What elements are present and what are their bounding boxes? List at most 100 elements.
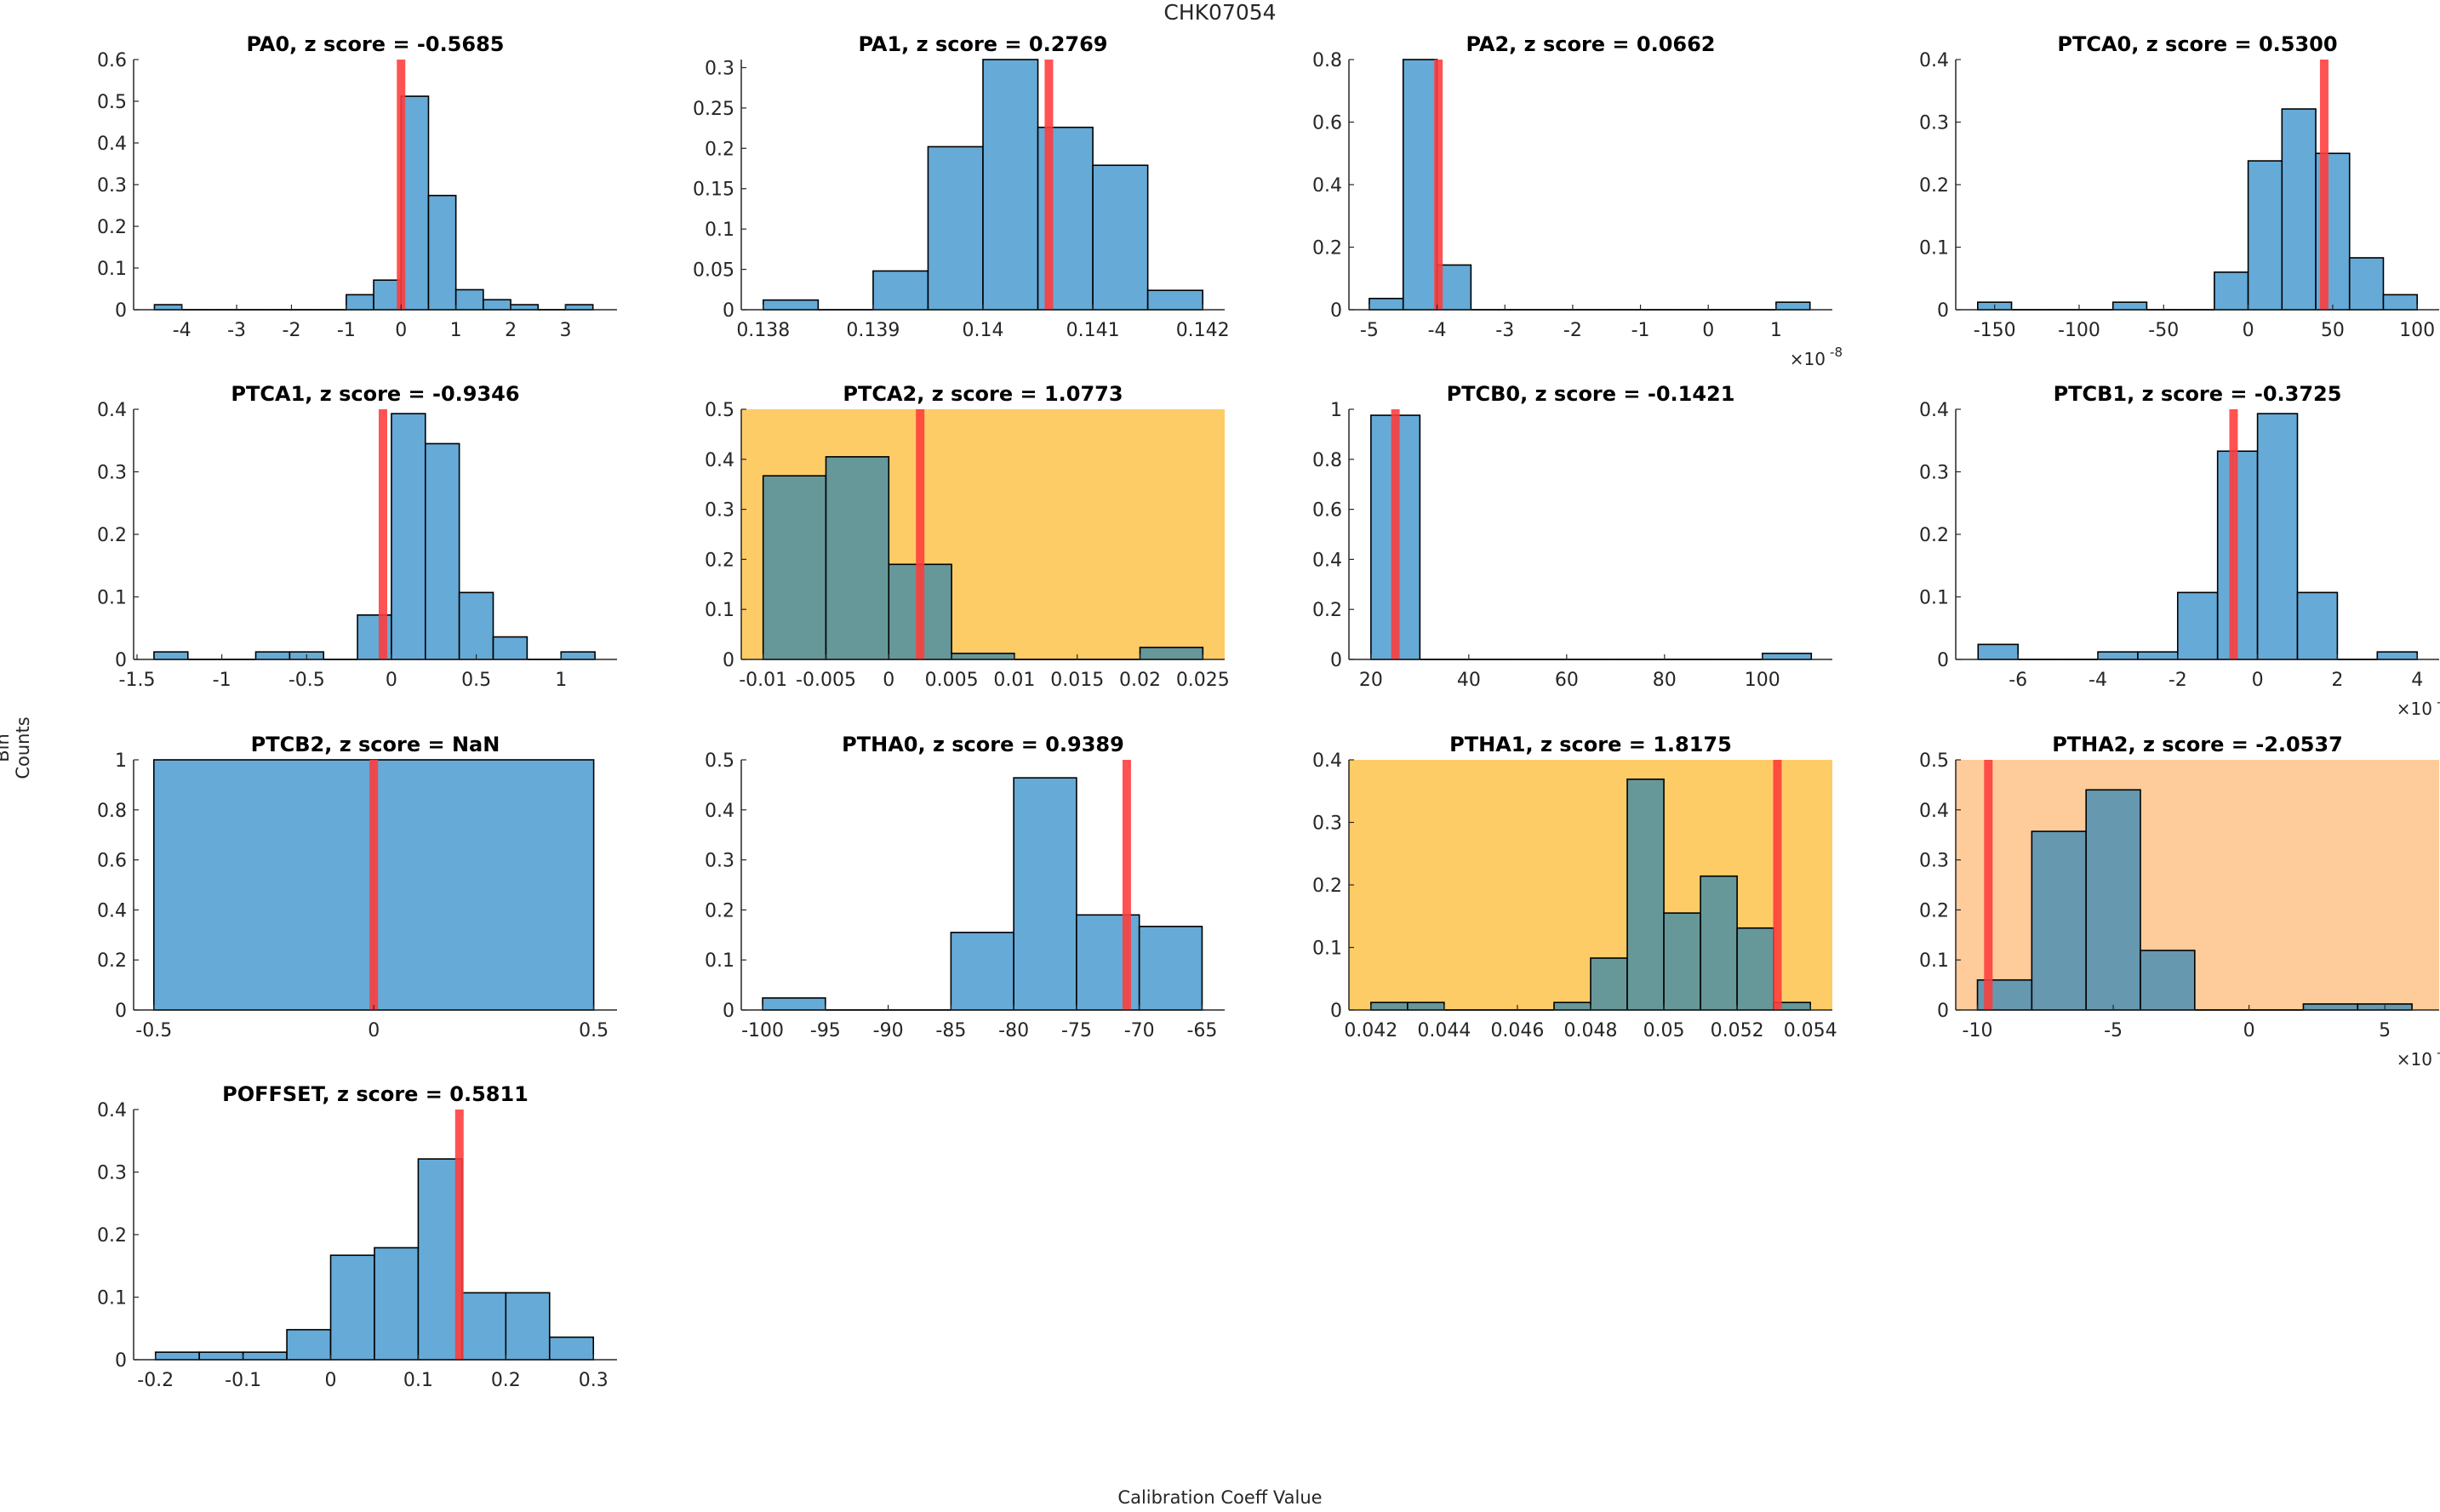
x-tick-label: 0 xyxy=(1702,320,1714,341)
subplot-title: PA2, z score = 0.0662 xyxy=(1466,32,1715,56)
histogram-bar xyxy=(153,304,183,311)
histogram-bar xyxy=(2140,950,2196,1011)
histogram-bar xyxy=(2031,830,2087,1011)
histogram-bar xyxy=(1138,926,1203,1011)
x-tick-label: -100 xyxy=(2058,320,2100,341)
x-tick-label: 0 xyxy=(386,670,397,691)
histogram-bar xyxy=(417,1158,463,1361)
histogram-bar xyxy=(1146,289,1203,311)
x-tick-label: 0 xyxy=(395,320,407,341)
reference-value-line xyxy=(378,409,387,659)
histogram-bar xyxy=(872,270,929,311)
y-tick-label: 0 xyxy=(1937,650,1949,671)
histogram-bar xyxy=(1092,164,1149,311)
x-tick-label: -1 xyxy=(1631,320,1650,341)
y-tick-label: 0.5 xyxy=(705,750,734,772)
histogram-bar xyxy=(373,279,403,311)
y-tick-label: 0.3 xyxy=(1919,463,1949,484)
y-tick-label: 0 xyxy=(1330,300,1342,322)
x-tick-label: -80 xyxy=(998,1020,1029,1041)
y-tick-label: 0.2 xyxy=(1919,900,1949,921)
y-tick-label: 0 xyxy=(723,300,734,322)
x-tick-label: 0.042 xyxy=(1344,1020,1397,1041)
histogram-bar xyxy=(427,194,457,311)
x-tick-label: -0.005 xyxy=(796,670,856,691)
x-exponent-label: ×10 xyxy=(1790,349,1826,369)
x-tick-label: 0.052 xyxy=(1711,1020,1764,1041)
y-tick-label: 0 xyxy=(1330,1001,1342,1022)
histogram-bar xyxy=(1013,777,1077,1011)
histogram-bar xyxy=(2376,651,2419,660)
x-tick-label: 0.01 xyxy=(993,670,1035,691)
y-tick-label: 0.3 xyxy=(97,1163,127,1184)
x-tick-label: -85 xyxy=(935,1020,966,1041)
y-tick-label: 0.4 xyxy=(1312,550,1342,571)
histogram-bar xyxy=(329,1254,375,1361)
x-tick-label: 0 xyxy=(368,1020,380,1041)
y-tick-label: 0.1 xyxy=(1919,950,1949,972)
reference-value-line xyxy=(1434,60,1443,310)
y-tick-label: 0.2 xyxy=(705,139,734,160)
reference-value-line xyxy=(1773,760,1782,1010)
x-tick-label: -95 xyxy=(810,1020,841,1041)
subplot-title: PTCB0, z score = -0.1421 xyxy=(1447,382,1735,406)
subplot-title: PTHA1, z score = 1.8175 xyxy=(1449,733,1732,756)
x-tick-label: -90 xyxy=(873,1020,904,1041)
subplot-title: PTCA2, z score = 1.0773 xyxy=(843,382,1123,406)
x-tick-label: -1 xyxy=(337,320,356,341)
x-tick-label: 0.05 xyxy=(1643,1020,1685,1041)
x-tick-label: -10 xyxy=(1963,1020,1993,1041)
y-tick-label: 0.4 xyxy=(97,134,127,155)
x-tick-label: 0.054 xyxy=(1784,1020,1837,1041)
histogram-bar xyxy=(2247,160,2283,311)
x-tick-label: 0.138 xyxy=(736,320,790,341)
y-tick-label: 0.8 xyxy=(97,801,127,822)
y-tick-label: 0.4 xyxy=(1919,801,1949,822)
histogram-bar xyxy=(374,1247,420,1361)
x-tick-label: -150 xyxy=(1974,320,2016,341)
x-tick-label: -1 xyxy=(213,670,231,691)
subplot-ptha2: 0 0.1 0.2 0.3 0.4 0.5 -10 -5 0 5 ×10 -7 PTHA2, z sco… xyxy=(1919,733,2440,1070)
x-tick-label: -5 xyxy=(2104,1020,2123,1041)
histogram-bar xyxy=(1977,643,2019,660)
y-tick-label: 0.4 xyxy=(705,801,734,822)
histogram-bar xyxy=(242,1351,288,1361)
reference-value-line xyxy=(2229,409,2238,659)
y-tick-label: 0.3 xyxy=(705,851,734,872)
histogram-bar xyxy=(454,288,484,311)
y-tick-label: 0.8 xyxy=(1312,50,1342,71)
reference-value-line xyxy=(916,409,925,659)
histogram-bar xyxy=(286,1328,332,1361)
histogram-bar xyxy=(762,997,826,1011)
x-tick-label: -0.01 xyxy=(739,670,787,691)
histogram-bar xyxy=(505,1292,551,1361)
histogram-bar xyxy=(2382,294,2418,311)
reference-value-line xyxy=(1122,760,1131,1010)
histogram-bar xyxy=(1370,1001,1409,1011)
x-tick-label: 40 xyxy=(1457,670,1481,691)
x-tick-label: 0.044 xyxy=(1417,1020,1471,1041)
x-tick-label: 20 xyxy=(1359,670,1383,691)
histogram-bar xyxy=(762,475,827,660)
histogram-bar xyxy=(1407,1001,1445,1011)
x-tick-label: 100 xyxy=(1745,670,1780,691)
x-tick-label: -0.2 xyxy=(137,1370,174,1391)
x-tick-label: 0.015 xyxy=(1050,670,1104,691)
reference-value-line xyxy=(397,60,406,310)
y-tick-label: 0.2 xyxy=(1312,876,1342,897)
histogram-bar xyxy=(2256,413,2299,660)
x-tick-label: -6 xyxy=(2009,670,2027,691)
x-tick-label: 100 xyxy=(2399,320,2435,341)
histogram-bar xyxy=(458,591,494,660)
global-x-label: Calibration Coeff Value xyxy=(1117,1487,1323,1508)
reference-value-line xyxy=(2319,60,2329,310)
x-tick-label: -4 xyxy=(173,320,191,341)
x-tick-label: 3 xyxy=(559,320,571,341)
y-tick-label: 0.5 xyxy=(1919,750,1949,772)
histogram-bar xyxy=(2137,651,2179,660)
histogram-bar xyxy=(1139,647,1204,660)
x-tick-label: 0.046 xyxy=(1490,1020,1544,1041)
subplot-pa0: 0 0.1 0.2 0.3 0.4 0.5 0.6 -4 -3 -2 -1 0 1 2 3 PA0, z sc… xyxy=(97,32,617,341)
